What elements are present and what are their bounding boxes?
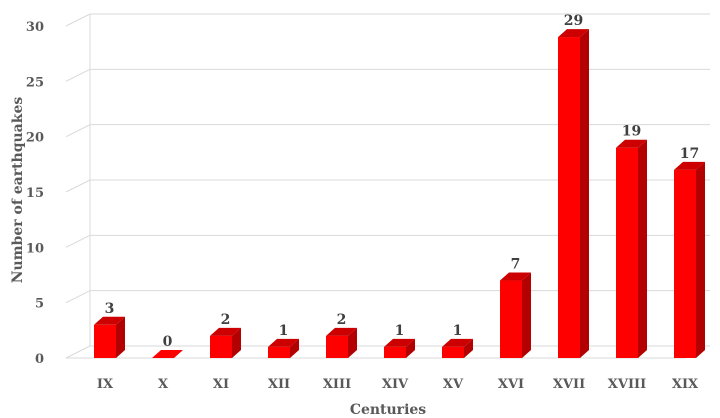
gridline-side-3 <box>65 179 91 193</box>
bar-top-XVI <box>500 272 531 281</box>
bar-XVI <box>500 272 531 358</box>
bar-side-XII <box>290 338 299 358</box>
bar-XIII <box>326 327 357 358</box>
gridlines <box>65 13 710 359</box>
data-label-XVI: 7 <box>511 257 521 273</box>
bar-XII <box>268 338 299 358</box>
bar-side-XVII <box>580 29 589 358</box>
bar-front-XI <box>210 335 232 358</box>
bar-top-XIII <box>326 327 357 336</box>
gridline-side-2 <box>65 234 91 248</box>
x-tick-label-XIV: XIV <box>382 377 409 392</box>
bar-XI <box>210 327 241 358</box>
bar-front-XVI <box>500 280 522 358</box>
bar-XIV <box>384 338 415 358</box>
bar-front-XIX <box>674 169 696 358</box>
x-tick-label-XV: XV <box>443 377 464 392</box>
bar-top-XI <box>210 327 241 336</box>
x-tick-label-XI: XI <box>213 377 229 392</box>
bar-XIX <box>674 161 705 358</box>
y-tick-label-3: 15 <box>26 186 44 201</box>
data-label-X: 0 <box>163 334 173 350</box>
y-axis-title: Number of earthquakes <box>10 97 26 284</box>
bar-side-XV <box>464 338 473 358</box>
x-tick-label-XII: XII <box>268 377 290 392</box>
gridline-side-0 <box>65 345 91 359</box>
bar-front-XII <box>268 346 290 358</box>
x-tick-label-XIX: XIX <box>672 377 699 392</box>
x-tick-label-IX: IX <box>97 377 114 392</box>
gridline-side-4 <box>65 124 91 138</box>
bar-front-XVII <box>558 37 580 359</box>
bar-XVIII <box>616 139 647 358</box>
bar-side-XVIII <box>638 139 647 358</box>
bar-XVII <box>558 29 589 359</box>
x-axis-categories: IX X XI XII XIII XIV XV XVI XVII XVIII XIX <box>97 377 699 392</box>
bars <box>94 29 705 359</box>
x-tick-label-XVII: XVII <box>553 377 585 392</box>
y-tick-label-5: 25 <box>26 75 44 90</box>
data-label-XVII: 29 <box>564 13 583 29</box>
bar-side-IX <box>116 316 125 358</box>
bar-XV <box>442 338 473 358</box>
data-label-IX: 3 <box>105 301 115 317</box>
gridline-side-5 <box>65 68 91 82</box>
bar-top-XVIII <box>616 139 647 148</box>
bar-side-XIX <box>696 161 705 358</box>
x-tick-label-XVI: XVI <box>498 377 524 392</box>
bar-front-XIII <box>326 335 348 358</box>
bar-IX <box>94 316 125 358</box>
y-tick-label-1: 5 <box>35 297 44 312</box>
y-tick-label-2: 10 <box>26 241 44 256</box>
bar-side-XVI <box>522 272 531 358</box>
bar-front-XV <box>442 346 464 358</box>
x-tick-label-XVIII: XVIII <box>608 377 646 392</box>
data-label-XVIII: 19 <box>622 124 641 140</box>
bar-front-IX <box>94 324 116 358</box>
bar-side-XI <box>232 327 241 358</box>
bar-top-XII <box>268 338 299 347</box>
data-label-XIV: 1 <box>395 323 405 339</box>
y-tick-label-0: 0 <box>35 352 44 367</box>
data-label-XIII: 2 <box>337 312 347 328</box>
x-tick-label-XIII: XIII <box>323 377 351 392</box>
data-label-XIX: 17 <box>680 146 699 162</box>
x-axis-title: Centuries <box>350 402 426 418</box>
bar-front-XVIII <box>616 147 638 358</box>
x-tick-label-X: X <box>158 377 169 392</box>
bar-top-XIX <box>674 161 705 170</box>
data-label-XV: 1 <box>453 323 463 339</box>
bar-top-IX <box>94 316 125 325</box>
bar-side-XIV <box>406 338 415 358</box>
gridline-side-1 <box>65 290 91 304</box>
y-axis-ticks: 0 5 10 15 20 25 30 <box>26 20 44 367</box>
bar-top-X <box>152 350 183 358</box>
bar-front-XIV <box>384 346 406 358</box>
bar-side-XIII <box>348 327 357 358</box>
gridline-side-6 <box>65 13 91 27</box>
bar-top-XVII <box>558 29 589 38</box>
y-tick-label-4: 20 <box>26 131 44 146</box>
data-label-XII: 1 <box>279 323 289 339</box>
y-tick-label-6: 30 <box>26 20 44 35</box>
bar-top-XIV <box>384 338 415 347</box>
bar-X <box>152 350 183 358</box>
bar-top-XV <box>442 338 473 347</box>
data-label-XI: 2 <box>221 312 231 328</box>
